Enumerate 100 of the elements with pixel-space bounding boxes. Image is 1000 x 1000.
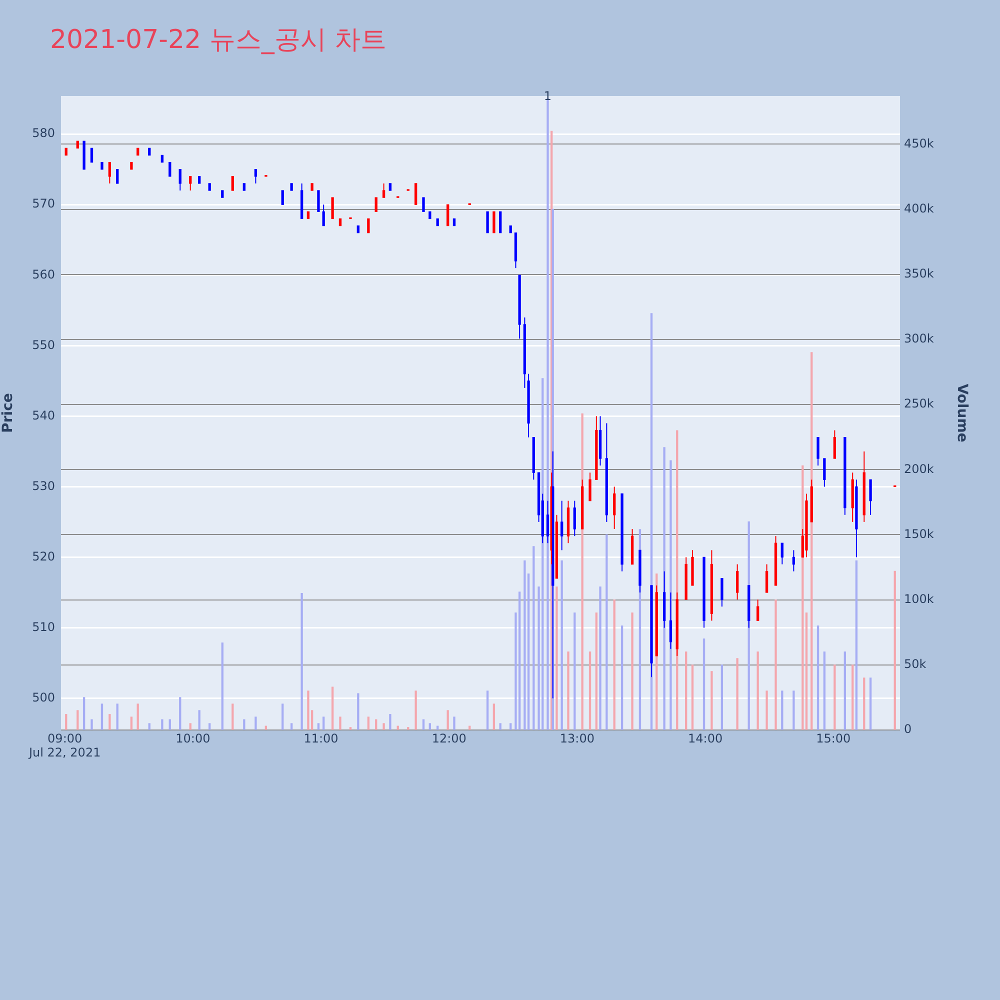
candlestick (446, 204, 450, 226)
bar (232, 704, 234, 730)
y2-tick-label: 350k (904, 266, 934, 280)
bar (574, 612, 576, 730)
bar (407, 727, 410, 730)
candlestick (338, 218, 342, 226)
x-tick-label: 12:00 (432, 731, 466, 746)
bar (486, 690, 489, 730)
bar (282, 704, 284, 730)
bar (189, 723, 192, 730)
y-tick-label: 560 (32, 267, 55, 282)
bar (556, 586, 558, 730)
bar (863, 678, 866, 730)
candlestick (306, 211, 310, 220)
y2-tick-label: 450k (904, 136, 934, 150)
bar (414, 690, 417, 730)
bar (620, 626, 624, 730)
bar (685, 652, 688, 730)
bar (90, 719, 93, 730)
bar (766, 690, 768, 730)
bar (613, 599, 616, 730)
bar (331, 686, 334, 730)
bar (510, 723, 512, 730)
bar (468, 726, 471, 730)
bar (844, 652, 846, 730)
bar (264, 726, 268, 730)
y2-tick-label: 50k (904, 657, 926, 672)
x-tick-label: 14:00 (688, 731, 723, 746)
x-tick-label: 11:00 (304, 731, 338, 746)
bar (317, 723, 320, 730)
bar (710, 671, 713, 730)
bar (518, 592, 521, 730)
bar (756, 652, 759, 730)
candlestick (499, 211, 502, 234)
bar (869, 678, 872, 730)
bar (560, 560, 563, 730)
bar (492, 704, 496, 730)
y-tick-label: 510 (32, 620, 55, 634)
bar (453, 716, 456, 730)
bar (254, 716, 257, 730)
bar (82, 697, 86, 730)
y2-axis-title: Volume (954, 384, 970, 442)
bar (130, 716, 133, 730)
x-tick-label: 13:00 (560, 731, 595, 746)
bar (720, 664, 724, 730)
bar (595, 612, 598, 730)
bar (436, 726, 439, 730)
candlestick (82, 140, 86, 170)
y2-tick-label: 200k (904, 462, 934, 476)
candlestick (160, 154, 164, 163)
y2-tick-label: 150k (904, 526, 934, 541)
bar (243, 719, 246, 730)
bar (168, 719, 171, 730)
bar (855, 560, 858, 730)
bar (691, 664, 694, 730)
bar (823, 652, 826, 730)
bar (567, 652, 570, 730)
bar (805, 612, 808, 730)
x-tick-label: 15:00 (816, 731, 851, 746)
candlestick (509, 225, 512, 234)
candlestick (100, 162, 104, 170)
candlestick (356, 225, 360, 234)
y-tick-label: 520 (32, 549, 55, 564)
candlestick (436, 218, 439, 226)
candlestick (64, 148, 68, 156)
bar (307, 690, 310, 730)
bar (179, 697, 182, 730)
bar (446, 710, 449, 730)
y-tick-label: 530 (32, 478, 55, 493)
y-tick-label: 500 (32, 690, 55, 704)
candlestick (90, 148, 94, 163)
bar (631, 612, 634, 730)
bar (290, 723, 293, 730)
candlestick (148, 148, 151, 156)
bar (198, 710, 200, 730)
bar (208, 723, 211, 730)
bar (532, 546, 535, 730)
bar (221, 642, 224, 730)
y-tick-label: 570 (32, 196, 55, 211)
candlestick (486, 211, 489, 234)
bar (116, 704, 118, 730)
bar (422, 719, 425, 730)
chart-title: 2021-07-22 뉴스_공시 차트 (50, 24, 387, 57)
bar (339, 716, 342, 730)
y2-tick-label: 0 (904, 722, 912, 736)
x-tick-label: 10:00 (176, 731, 210, 746)
bar (100, 704, 104, 730)
bar (382, 723, 385, 730)
candlestick (76, 140, 79, 149)
candlestick (331, 197, 334, 220)
y2-tick-label: 100k (904, 592, 934, 606)
bar (322, 716, 325, 730)
candlestick (168, 162, 172, 177)
bar (389, 714, 392, 730)
y-tick-label: 540 (32, 408, 55, 422)
annotation: 1 (544, 89, 552, 104)
bar (524, 560, 526, 730)
candlestick (136, 148, 140, 156)
bar (834, 664, 836, 730)
candlestick (428, 211, 432, 220)
